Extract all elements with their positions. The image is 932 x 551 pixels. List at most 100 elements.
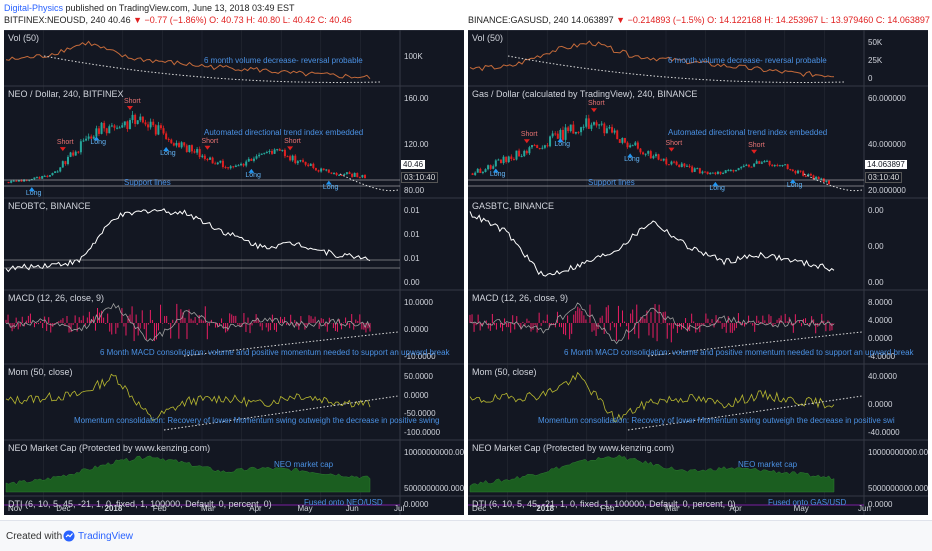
axis-tick-vol: 25K: [868, 56, 883, 65]
candle: [621, 137, 624, 143]
annotation-price: Automated directional trend index embedd…: [204, 128, 364, 137]
candle: [644, 153, 647, 155]
candle: [51, 173, 54, 176]
candle: [123, 121, 126, 126]
candle: [165, 133, 168, 139]
page-header: Digital-Physics published on TradingView…: [0, 0, 932, 30]
chart-canvas[interactable]: [468, 30, 928, 515]
candle: [499, 159, 502, 164]
support-lines-label: Support lines: [124, 178, 171, 187]
candle: [46, 175, 49, 177]
price-trendline: [803, 173, 863, 192]
candle: [569, 124, 572, 132]
long-arrow-icon: [163, 146, 170, 151]
volume-trendline: [43, 55, 381, 83]
volume-line: [469, 40, 835, 78]
pane-title-mom: Mom (50, close): [472, 367, 537, 377]
annotation-vol: 6 month volume decrease- reversal probab…: [668, 56, 827, 65]
candle: [333, 172, 336, 174]
axis-tick-dti: 0.0000: [868, 499, 893, 509]
candle: [95, 128, 98, 137]
author-link[interactable]: Digital-Physics: [4, 3, 64, 13]
price-change: −0.77 (−1.86%): [144, 15, 207, 25]
candle: [281, 149, 284, 151]
candle: [626, 142, 629, 148]
open: O: 40.73: [209, 15, 244, 25]
axis-tick-mom: 0.0000: [404, 390, 429, 400]
candle: [667, 164, 670, 166]
candle: [812, 175, 815, 180]
candle: [737, 168, 740, 171]
axis-tick-mom: -50.0000: [404, 409, 436, 419]
candle: [338, 174, 341, 176]
candle: [492, 166, 495, 169]
candle: [147, 124, 150, 128]
candle: [291, 155, 294, 161]
long-label: Long: [624, 156, 640, 164]
macd-line: [5, 302, 371, 342]
candle: [471, 173, 474, 175]
candle: [706, 171, 709, 175]
candle: [7, 182, 10, 184]
candle: [825, 180, 828, 183]
candle: [159, 125, 162, 129]
down-arrow-icon: ▼: [616, 15, 626, 25]
candle: [320, 168, 323, 172]
candle: [110, 125, 113, 127]
chart-gas[interactable]: Long Short Long Short Long Short Long Short Long…: [468, 30, 928, 515]
candle: [789, 168, 792, 170]
short-label: Short: [520, 131, 538, 139]
candle: [358, 177, 361, 179]
support-lines-label: Support lines: [588, 178, 635, 187]
candle: [278, 149, 281, 151]
axis-tick-vol: 50K: [868, 38, 883, 47]
candle: [271, 151, 274, 154]
candle: [711, 172, 714, 174]
candle: [494, 160, 497, 167]
candle: [649, 151, 652, 159]
candle: [178, 142, 181, 148]
x-axis-tick: Apr: [729, 504, 742, 513]
candle: [722, 173, 725, 175]
chart-canvas[interactable]: [4, 30, 464, 515]
candle: [276, 149, 279, 151]
long-arrow-icon: [627, 153, 634, 158]
candle: [541, 147, 544, 149]
candle: [536, 145, 539, 149]
axis-tick-macd: 4.0000: [868, 316, 893, 325]
tradingview-link[interactable]: TradingView: [78, 531, 134, 542]
candle: [716, 171, 719, 174]
candle: [185, 145, 188, 152]
candle: [206, 158, 209, 160]
candle: [561, 129, 564, 140]
candle: [198, 149, 201, 158]
candle: [724, 170, 727, 174]
pane-title-price: NEO / Dollar, 240, BITFINEX: [8, 89, 124, 99]
candle: [598, 124, 601, 126]
chart-neo[interactable]: Long Short Long Short Long Short Long Short Long…: [4, 30, 464, 515]
candle: [533, 145, 536, 147]
x-axis-tick: Mar: [665, 504, 679, 513]
long-arrow-icon: [789, 179, 796, 184]
candle: [572, 124, 575, 134]
macd-trendline: [183, 331, 399, 357]
candle: [520, 156, 523, 158]
candle: [38, 177, 41, 179]
candle: [286, 156, 289, 158]
candle: [727, 170, 730, 172]
candle: [41, 176, 44, 179]
candle: [268, 151, 271, 153]
long-arrow-icon: [325, 180, 332, 185]
candle: [214, 163, 217, 165]
x-axis-tick: Dec: [56, 504, 71, 513]
candle: [745, 164, 748, 166]
pane-title-dti: DTI (6, 10, 5, 45, -21, 1, 0, fixed, 1, …: [8, 499, 272, 509]
candle: [175, 142, 178, 146]
candle: [283, 149, 286, 157]
publish-date: published on TradingView.com, June 13, 2…: [65, 3, 295, 13]
candle: [90, 136, 93, 139]
candle: [732, 170, 735, 172]
candle: [258, 154, 261, 157]
candle: [701, 171, 704, 174]
candle: [660, 159, 663, 161]
